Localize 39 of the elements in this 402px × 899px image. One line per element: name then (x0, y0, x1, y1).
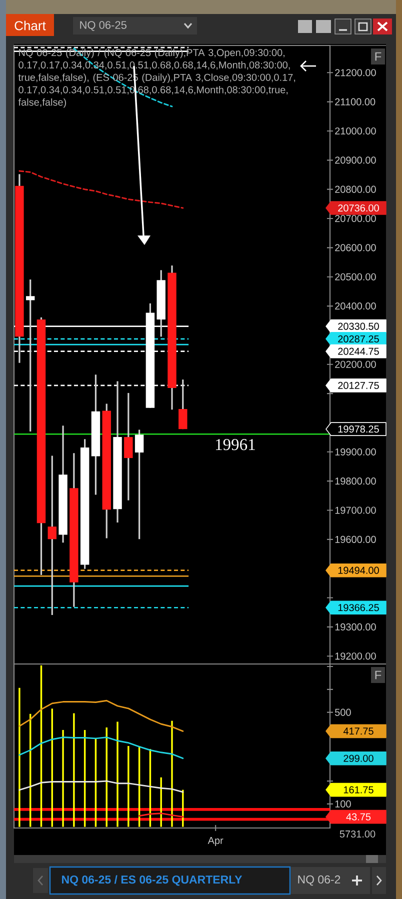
y-tick-label: 21100.00 (335, 98, 376, 106)
y-tick-label: 20800.00 (335, 186, 376, 193)
text: 417.75 (343, 728, 374, 735)
text: F (375, 670, 382, 680)
text: 161.75 (344, 786, 374, 794)
text: 299.00 (344, 754, 374, 762)
x-tick-label: Apr (208, 837, 224, 846)
text: 19494.00 (338, 566, 379, 574)
ref-line-label: 19961 (216, 439, 255, 450)
y-tick-label: 20600.00 (335, 244, 376, 252)
chart-title: Chart (14, 20, 46, 30)
y-tick-label: 19600.00 (335, 536, 376, 543)
y-tick-label: 21000.00 (335, 127, 376, 135)
y-tick-label: 20400.00 (335, 302, 376, 310)
y-tick-label: 500 (334, 708, 351, 716)
text: 43.75 (346, 813, 371, 820)
text: NQ 06-2 (298, 875, 340, 886)
text: 19978.25 (338, 426, 379, 433)
text: 20244.75 (338, 348, 379, 355)
y-tick-label: 19700.00 (335, 506, 376, 514)
text: 5731.00 (340, 830, 376, 838)
text: 20287.25 (338, 335, 379, 342)
y-tick-label: 21200.00 (335, 69, 376, 76)
text: 19366.25 (338, 604, 379, 612)
text: F (375, 52, 382, 61)
y-tick-label: 20900.00 (335, 156, 376, 164)
y-tick-label: 19900.00 (335, 448, 376, 456)
y-tick-label: 100 (335, 800, 351, 808)
y-tick-label: 20700.00 (335, 214, 376, 222)
y-tick-label: 19800.00 (335, 478, 376, 485)
y-tick-label: 20200.00 (335, 360, 376, 368)
text: 20330.50 (338, 322, 379, 330)
text: 20736.00 (338, 204, 379, 212)
text: NQ 06-25 / ES 06-25 QUARTERLY (62, 875, 242, 886)
text: 20127.75 (338, 382, 379, 390)
text: NQ 06-25 (80, 21, 126, 31)
y-tick-label: 20500.00 (335, 273, 376, 280)
y-tick-label: 19200.00 (335, 652, 376, 660)
y-tick-label: 19300.00 (335, 623, 376, 630)
